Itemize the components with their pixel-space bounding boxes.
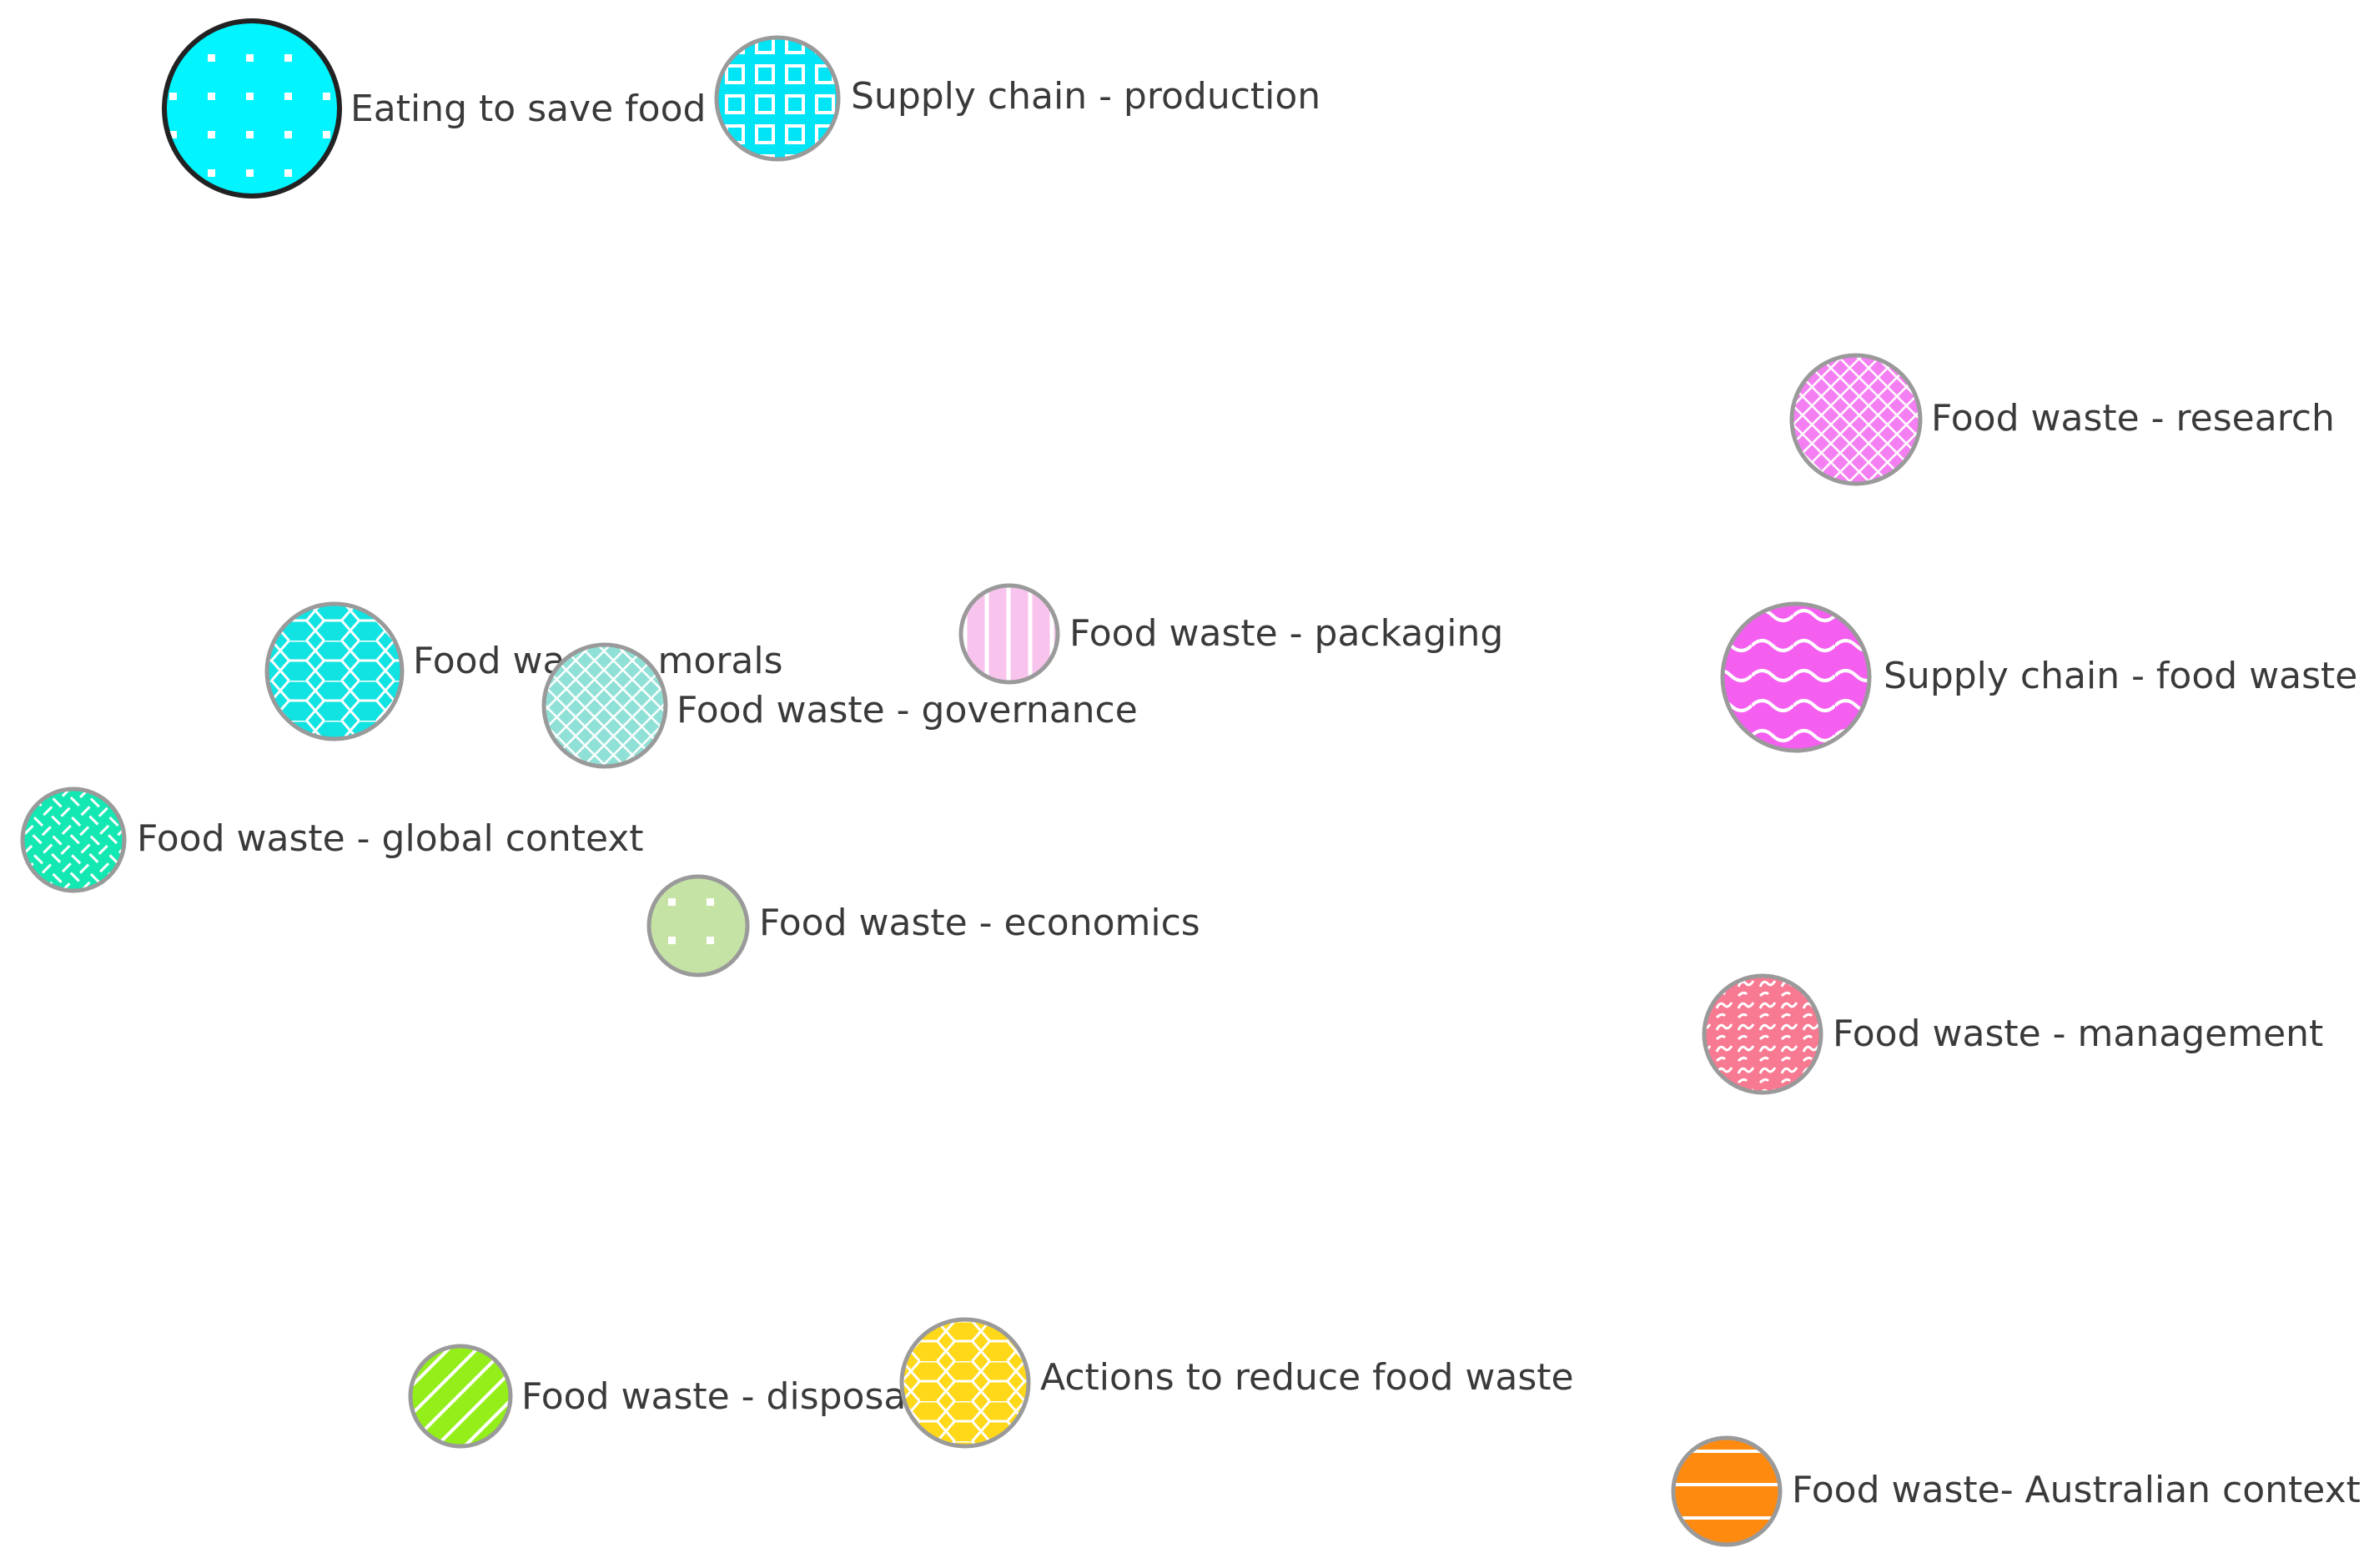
concept-label: Food waste - global context [137, 817, 644, 860]
concept-node-australian[interactable]: Food waste- Australian context [1671, 1435, 2361, 1547]
concept-label: Food waste - packaging [1069, 612, 1503, 655]
concept-label: Food waste- Australian context [1792, 1469, 2361, 1511]
concept-pattern [899, 1317, 1031, 1449]
concept-node-global[interactable]: Food waste - global context [20, 787, 644, 893]
concept-label: Actions to reduce food waste [1040, 1356, 1574, 1399]
concept-pattern [714, 35, 841, 162]
concept-label: Food waste - research [1931, 397, 2335, 440]
concept-pattern [162, 18, 342, 199]
concept-pattern [408, 1344, 513, 1449]
concept-pattern [1671, 1435, 1783, 1547]
concept-label: Supply chain - production [851, 75, 1320, 118]
concept-node-management[interactable]: Food waste - management [1702, 973, 2323, 1095]
concept-pattern [1789, 353, 1923, 486]
concept-node-research[interactable]: Food waste - research [1789, 353, 2335, 486]
concept-node-eating[interactable]: Eating to save food waste [162, 18, 827, 199]
concept-node-supply-production[interactable]: Supply chain - production [714, 35, 1320, 162]
concept-pattern [20, 787, 127, 893]
concept-pattern [541, 642, 668, 769]
concept-pattern [1720, 601, 1872, 753]
concept-pattern [646, 874, 750, 977]
concept-label: Food waste - governance [676, 689, 1138, 731]
concept-pattern [1702, 973, 1823, 1095]
concept-node-supply-food-waste[interactable]: Supply chain - food waste [1720, 601, 2357, 753]
concept-node-economics[interactable]: Food waste - economics [646, 874, 1200, 977]
concept-label: Food waste - disposal [521, 1375, 917, 1418]
concept-node-disposal[interactable]: Food waste - disposal [408, 1344, 917, 1449]
concept-label: Supply chain - food waste [1884, 655, 2357, 697]
concept-label: Food waste - management [1833, 1013, 2323, 1055]
concept-label: Food waste - economics [759, 902, 1200, 944]
concept-pattern [958, 583, 1060, 685]
concept-node-actions[interactable]: Actions to reduce food waste [899, 1317, 1574, 1449]
concept-pattern [264, 601, 405, 741]
concept-node-packaging[interactable]: Food waste - packaging [958, 583, 1503, 685]
concept-node-governance[interactable]: Food waste - governance [541, 642, 1138, 769]
